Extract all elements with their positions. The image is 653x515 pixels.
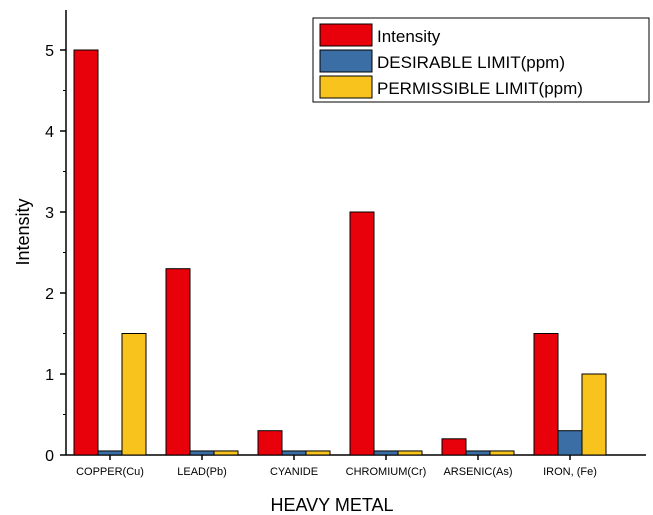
y-tick-label: 1: [45, 367, 54, 384]
bar: [397, 450, 423, 456]
legend-swatch: [319, 23, 373, 47]
legend-label: PERMISSIBLE LIMIT(ppm): [377, 79, 583, 98]
bar: [557, 430, 583, 456]
bar: [465, 450, 491, 456]
x-axis-title: HEAVY METAL: [270, 495, 393, 515]
bar: [349, 211, 375, 456]
bar: [441, 438, 467, 456]
y-tick-label: 4: [45, 124, 54, 141]
x-tick-label: ARSENIC(As): [443, 466, 512, 478]
plot-area: 0 1 2 3 4 5 COPPER(Cu) LEAD(Pb) CYANIDE CHROMIUM(…: [45, 10, 646, 478]
x-tick-label: LEAD(Pb): [177, 466, 227, 478]
bar: [305, 450, 331, 456]
y-tick-label: 2: [45, 286, 54, 303]
bar: [121, 333, 147, 456]
legend-swatch: [319, 75, 373, 99]
x-tick-label: IRON, (Fe): [543, 466, 597, 478]
bar: [213, 450, 239, 456]
y-tick-label: 3: [45, 205, 54, 222]
bar: [533, 333, 559, 456]
y-tick-label: 5: [45, 43, 54, 60]
bar: [97, 450, 123, 456]
bar: [73, 49, 99, 456]
legend-label: DESIRABLE LIMIT(ppm): [377, 53, 565, 72]
bar: [165, 268, 191, 456]
y-tick-label: 0: [45, 448, 54, 465]
bar: [281, 450, 307, 456]
bar: [373, 450, 399, 456]
bar: [489, 450, 515, 456]
bar: [257, 430, 283, 456]
legend: Intensity DESIRABLE LIMIT(ppm) PERMISSIBLE…: [312, 17, 650, 103]
x-tick-label: COPPER(Cu): [76, 466, 144, 478]
y-axis-title: Intensity: [13, 198, 33, 265]
legend-swatch: [319, 49, 373, 73]
bar: [581, 373, 607, 456]
x-tick-label: CYANIDE: [270, 466, 318, 478]
x-tick-label: CHROMIUM(Cr): [346, 466, 427, 478]
bar: [189, 450, 215, 456]
legend-label: Intensity: [377, 27, 441, 46]
